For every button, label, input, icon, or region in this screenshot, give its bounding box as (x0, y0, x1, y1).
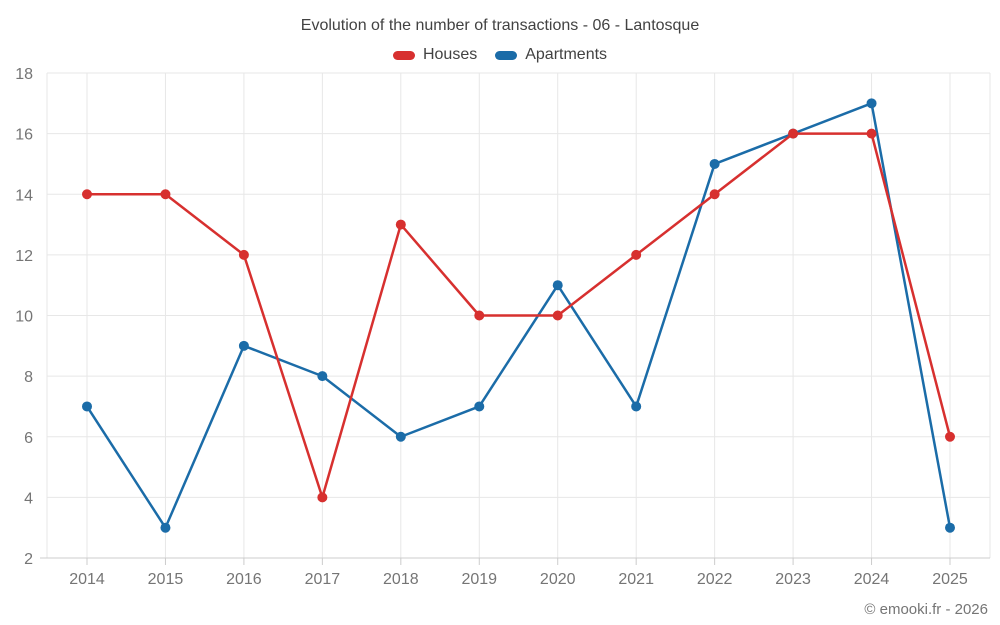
houses-point-2022[interactable] (709, 189, 720, 200)
legend-label-apartments: Apartments (525, 46, 608, 63)
x-tick-label-2014: 2014 (69, 571, 105, 588)
x-tick-label-2016: 2016 (226, 571, 262, 588)
houses-point-2024[interactable] (866, 128, 877, 139)
x-tick-label-2023: 2023 (775, 571, 811, 588)
x-tick-label-2022: 2022 (697, 571, 733, 588)
apartments-point-2018[interactable] (395, 431, 406, 442)
houses-point-2014[interactable] (82, 189, 92, 200)
houses-point-2020[interactable] (552, 310, 563, 321)
apartments-point-2025[interactable] (945, 522, 955, 533)
legend-item-houses[interactable]: Houses (392, 46, 478, 64)
y-tick-label-4: 4 (24, 490, 33, 507)
y-tick-label-8: 8 (24, 369, 33, 386)
x-tick-label-2017: 2017 (305, 571, 341, 588)
apartments-series-swatch (495, 50, 518, 60)
apartments-point-2022[interactable] (709, 158, 720, 169)
apartments-point-2017[interactable] (317, 371, 328, 382)
copyright-text: © emooki.fr - 2026 (864, 601, 988, 618)
y-tick-label-18: 18 (15, 66, 33, 83)
houses-point-2019[interactable] (474, 310, 485, 321)
x-tick-label-2020: 2020 (540, 571, 576, 588)
y-tick-label-6: 6 (24, 430, 33, 447)
apartments-point-2020[interactable] (552, 280, 563, 291)
apartments-point-2014[interactable] (82, 401, 92, 412)
x-tick-label-2025: 2025 (932, 571, 968, 588)
houses-point-2017[interactable] (317, 492, 328, 503)
chart-legend: Houses Apartments (0, 46, 1000, 64)
y-tick-label-14: 14 (15, 187, 33, 204)
houses-point-2023[interactable] (788, 128, 799, 139)
x-tick-label-2021: 2021 (618, 571, 654, 588)
houses-point-2015[interactable] (160, 189, 171, 200)
x-tick-label-2018: 2018 (383, 571, 419, 588)
legend-label-houses: Houses (422, 46, 478, 63)
y-tick-label-2: 2 (24, 551, 33, 568)
apartments-point-2016[interactable] (238, 340, 249, 351)
y-tick-label-10: 10 (15, 309, 33, 326)
apartments-point-2024[interactable] (866, 98, 877, 109)
y-tick-label-12: 12 (15, 248, 33, 265)
houses-point-2025[interactable] (945, 431, 955, 442)
houses-point-2021[interactable] (631, 249, 642, 260)
legend-item-apartments[interactable]: Apartments (495, 46, 607, 64)
apartments-point-2019[interactable] (474, 401, 485, 412)
x-tick-label-2019: 2019 (461, 571, 497, 588)
houses-series-swatch (392, 50, 415, 60)
apartments-series-line (85, 102, 952, 529)
houses-point-2018[interactable] (395, 219, 406, 230)
apartments-point-2021[interactable] (631, 401, 642, 412)
apartments-point-2015[interactable] (160, 522, 171, 533)
chart-title: Evolution of the number of transactions … (300, 17, 700, 34)
x-tick-label-2015: 2015 (148, 571, 184, 588)
houses-series-line (85, 132, 952, 499)
y-tick-label-16: 16 (15, 127, 33, 144)
x-tick-label-2024: 2024 (854, 571, 890, 588)
houses-point-2016[interactable] (238, 249, 249, 260)
